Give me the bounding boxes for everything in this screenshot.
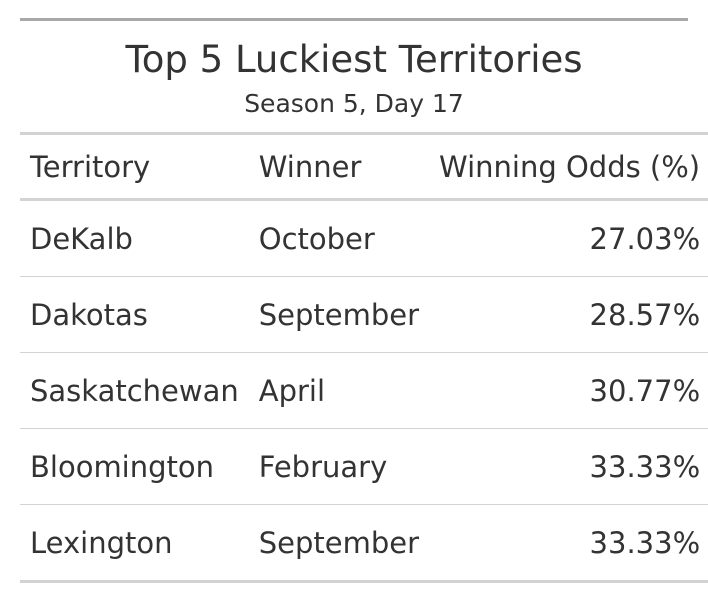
header-row: Territory Winner Winning Odds (%): [20, 133, 708, 201]
winning-odds-cell: 27.03%: [429, 199, 708, 277]
winner-cell: February: [248, 428, 430, 505]
territory-cell: Dakotas: [20, 276, 249, 353]
winning-odds-cell: 33.33%: [429, 504, 708, 583]
territory-cell: Lexington: [20, 504, 249, 583]
table-row: Lexington September 33.33%: [20, 504, 708, 583]
winner-cell: April: [248, 352, 430, 429]
table-body: DeKalb October 27.03% Dakotas September …: [20, 199, 708, 583]
territory-cell: DeKalb: [20, 199, 249, 277]
column-header-winning-odds: Winning Odds (%): [429, 133, 708, 201]
territory-cell: Bloomington: [20, 428, 249, 505]
winner-cell: September: [248, 504, 430, 583]
column-header-winner: Winner: [248, 133, 430, 201]
table-subtitle: Season 5, Day 17: [244, 89, 464, 118]
table-row: Saskatchewan April 30.77%: [20, 352, 708, 429]
odds-table-container: Top 5 Luckiest Territories Season 5, Day…: [20, 18, 708, 583]
winner-cell: October: [248, 199, 430, 277]
winning-odds-cell: 28.57%: [429, 276, 708, 353]
odds-table: Territory Winner Winning Odds (%) DeKalb…: [20, 132, 708, 583]
table-row: DeKalb October 27.03%: [20, 199, 708, 277]
top-rule: [20, 18, 688, 21]
territory-cell: Saskatchewan: [20, 352, 249, 429]
winner-cell: September: [248, 276, 430, 353]
table-row: Dakotas September 28.57%: [20, 276, 708, 353]
table-title: Top 5 Luckiest Territories: [125, 38, 583, 81]
column-header-territory: Territory: [20, 133, 249, 201]
table-row: Bloomington February 33.33%: [20, 428, 708, 505]
winning-odds-cell: 30.77%: [429, 352, 708, 429]
winning-odds-cell: 33.33%: [429, 428, 708, 505]
